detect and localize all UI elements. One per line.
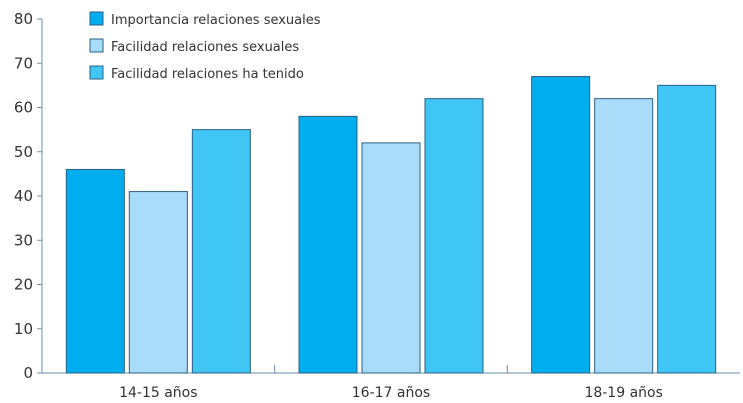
bar-1-1: [65, 168, 125, 374]
y-tick-label: 80: [14, 10, 33, 28]
y-axis: 0 10 20 30 40 50 60 70 80: [14, 10, 43, 382]
y-tick-label: 40: [14, 187, 33, 205]
bar-2-1: [128, 191, 188, 374]
x-category-label: 14-15 años: [119, 385, 197, 401]
bar-3-2: [424, 98, 484, 374]
legend-swatch-3: [89, 65, 104, 80]
bar-1-2: [298, 115, 358, 374]
bar-1-3: [531, 76, 591, 374]
bar-3-3: [657, 84, 717, 374]
y-tick-label: 20: [14, 276, 33, 294]
legend-swatch-1: [89, 11, 104, 26]
y-tick-label: 10: [14, 320, 33, 338]
bar-2-3: [594, 98, 654, 374]
y-tick-label: 50: [14, 143, 33, 161]
legend: Importancia relaciones sexuales Facilidad…: [89, 11, 321, 82]
x-category-label: 18-19 años: [584, 385, 662, 401]
y-tick-label: 70: [14, 54, 33, 72]
legend-swatch-2: [89, 38, 104, 53]
legend-label-3: Facilidad relaciones ha tenido: [111, 67, 304, 82]
bars: [65, 76, 717, 374]
y-tick-label: 60: [14, 99, 33, 117]
bar-3-1: [191, 129, 251, 374]
y-tick-label: 0: [23, 364, 33, 382]
legend-label-1: Importancia relaciones sexuales: [111, 13, 321, 28]
bar-2-2: [361, 142, 421, 374]
legend-label-2: Facilidad relaciones sexuales: [111, 40, 299, 55]
y-tick-label: 30: [14, 231, 33, 249]
x-category-label: 16-17 años: [352, 385, 430, 401]
